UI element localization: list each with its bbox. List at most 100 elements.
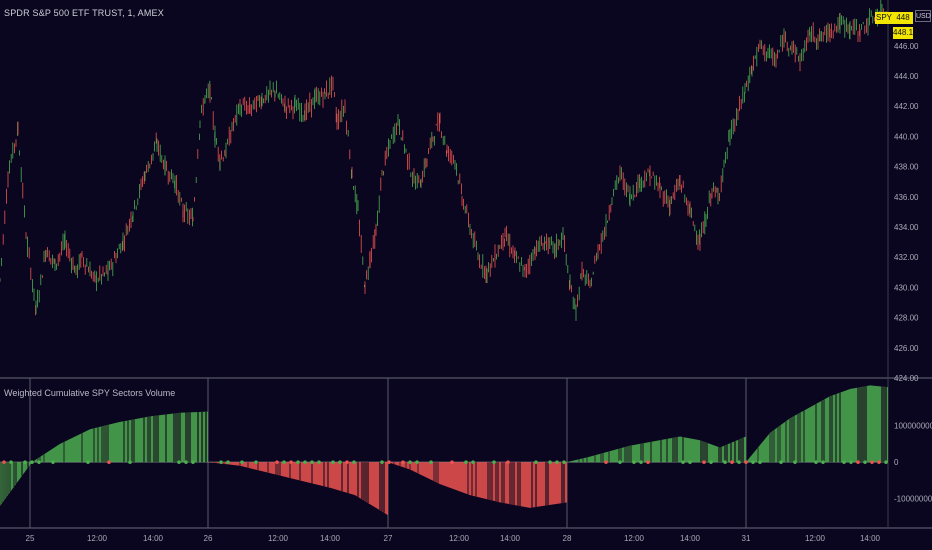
time-tick-label: 26 bbox=[204, 534, 213, 543]
time-tick-label: 12:00 bbox=[624, 534, 645, 543]
zero-dot bbox=[450, 460, 454, 464]
zero-dot bbox=[737, 460, 741, 464]
zero-dot bbox=[9, 460, 13, 464]
zero-dot bbox=[604, 460, 608, 464]
zero-dot bbox=[814, 460, 818, 464]
zero-dot bbox=[303, 460, 307, 464]
time-tick-label: 14:00 bbox=[860, 534, 881, 543]
zero-dot bbox=[632, 460, 636, 464]
zero-dot bbox=[646, 460, 650, 464]
zero-dot bbox=[177, 460, 181, 464]
zero-dot bbox=[345, 460, 349, 464]
zero-dot bbox=[709, 460, 713, 464]
zero-dot bbox=[408, 460, 412, 464]
zero-dot bbox=[870, 460, 874, 464]
zero-dot bbox=[506, 460, 510, 464]
time-tick-label: 12:00 bbox=[449, 534, 470, 543]
zero-dot bbox=[317, 460, 321, 464]
time-tick-label: 14:00 bbox=[143, 534, 164, 543]
zero-dot bbox=[464, 460, 468, 464]
zero-dot bbox=[618, 460, 622, 464]
zero-dot bbox=[688, 460, 692, 464]
price-tick-label: 440.00 bbox=[894, 132, 919, 141]
volume-area bbox=[32, 411, 208, 463]
zero-dot bbox=[849, 460, 853, 464]
price-tick-label: 424.00 bbox=[894, 374, 919, 383]
zero-dot bbox=[219, 460, 223, 464]
indicator-title: Weighted Cumulative SPY Sectors Volume bbox=[4, 388, 176, 398]
zero-dot bbox=[2, 460, 6, 464]
currency-tag[interactable]: USD bbox=[915, 10, 931, 22]
zero-dot bbox=[863, 460, 867, 464]
zero-dot bbox=[191, 460, 195, 464]
zero-dot bbox=[681, 460, 685, 464]
time-tick-label: 14:00 bbox=[500, 534, 521, 543]
time-tick-label: 12:00 bbox=[268, 534, 289, 543]
zero-dot bbox=[37, 460, 41, 464]
zero-dot bbox=[884, 460, 888, 464]
zero-dot bbox=[275, 460, 279, 464]
zero-dot bbox=[821, 460, 825, 464]
zero-dot bbox=[534, 460, 538, 464]
zero-dot bbox=[352, 460, 356, 464]
zero-dot bbox=[702, 460, 706, 464]
zero-dot bbox=[842, 460, 846, 464]
volume-area bbox=[746, 385, 888, 463]
zero-dot bbox=[86, 460, 90, 464]
price-tick-label: 434.00 bbox=[894, 223, 919, 232]
zero-dot bbox=[401, 460, 405, 464]
zero-dot bbox=[282, 460, 286, 464]
zero-dot bbox=[758, 460, 762, 464]
zero-dot bbox=[226, 460, 230, 464]
zero-dot bbox=[289, 460, 293, 464]
zero-dot bbox=[744, 460, 748, 464]
price-tag: 448.13 bbox=[893, 27, 918, 39]
price-tick-label: 446.00 bbox=[894, 42, 919, 51]
zero-dot bbox=[779, 460, 783, 464]
symbol-tag: SPY bbox=[875, 12, 893, 24]
time-tick-label: 14:00 bbox=[680, 534, 701, 543]
price-tick-label: 442.00 bbox=[894, 102, 919, 111]
zero-dot bbox=[51, 460, 55, 464]
price-tick-label: 444.00 bbox=[894, 72, 919, 81]
price-tick-label: 428.00 bbox=[894, 314, 919, 323]
zero-dot bbox=[380, 460, 384, 464]
zero-dot bbox=[492, 460, 496, 464]
zero-dot bbox=[877, 460, 881, 464]
zero-dot bbox=[128, 460, 132, 464]
volume-area bbox=[388, 462, 567, 508]
time-tick-label: 25 bbox=[26, 534, 35, 543]
volume-tick-label: 0 bbox=[894, 458, 899, 467]
time-tick-label: 27 bbox=[384, 534, 393, 543]
zero-dot bbox=[751, 460, 755, 464]
zero-dot bbox=[562, 460, 566, 464]
zero-dot bbox=[548, 460, 552, 464]
price-tick-label: 436.00 bbox=[894, 193, 919, 202]
zero-dot bbox=[296, 460, 300, 464]
zero-dot bbox=[184, 460, 188, 464]
zero-dot bbox=[338, 460, 342, 464]
zero-dot bbox=[555, 460, 559, 464]
zero-dot bbox=[107, 460, 111, 464]
zero-dot bbox=[23, 460, 27, 464]
zero-dot bbox=[240, 460, 244, 464]
price-tick-label: 438.00 bbox=[894, 163, 919, 172]
symbol-header: SPDR S&P 500 ETF TRUST, 1, AMEX bbox=[4, 8, 164, 18]
volume-area bbox=[208, 462, 388, 516]
zero-dot bbox=[429, 460, 433, 464]
zero-dot bbox=[387, 460, 391, 464]
price-tick-label: 432.00 bbox=[894, 253, 919, 262]
zero-dot bbox=[723, 460, 727, 464]
time-tick-label: 14:00 bbox=[320, 534, 341, 543]
time-tick-label: 12:00 bbox=[805, 534, 826, 543]
zero-dot bbox=[415, 460, 419, 464]
price-tick-label: 430.00 bbox=[894, 283, 919, 292]
zero-dot bbox=[639, 460, 643, 464]
zero-dot bbox=[310, 460, 314, 464]
time-tick-label: 12:00 bbox=[87, 534, 108, 543]
last-tag: 448 bbox=[893, 12, 913, 24]
